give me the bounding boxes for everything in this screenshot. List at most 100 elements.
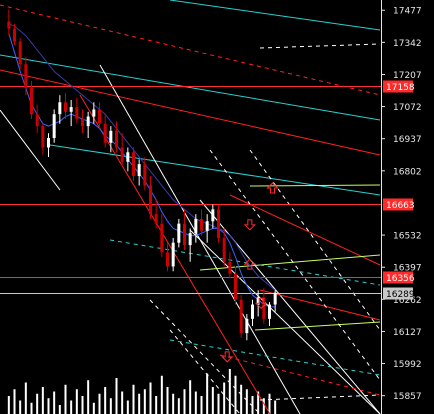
ma-slow-line	[8, 23, 276, 291]
volume-bar	[217, 393, 220, 414]
candle-body	[98, 109, 101, 124]
volume-bar	[234, 375, 237, 414]
candle-body	[171, 242, 175, 267]
signal-arrows	[220, 182, 279, 363]
candle-body	[109, 130, 113, 143]
volume-bar	[53, 391, 56, 414]
trend-line	[199, 254, 381, 271]
level-16289-label: 16289	[386, 290, 415, 300]
candle-body	[273, 292, 277, 305]
trend-line	[0, 69, 381, 156]
volume-bar	[143, 389, 146, 414]
down-arrow-icon	[220, 351, 234, 363]
volume-bar	[160, 375, 163, 414]
trend-line	[229, 194, 381, 266]
candle-body	[188, 233, 192, 246]
level-16356-label-bg	[383, 271, 413, 284]
volume-bar	[166, 387, 169, 414]
candle-body	[228, 261, 232, 274]
volume-bar	[115, 378, 118, 414]
price-tick-label: 16127	[393, 328, 422, 338]
trend-line	[259, 289, 381, 321]
candle-body	[13, 28, 16, 42]
trend-line	[199, 199, 381, 414]
volume-bar	[98, 393, 101, 414]
candle-body	[222, 237, 226, 262]
candle-body	[211, 209, 215, 222]
trend-line	[0, 109, 61, 191]
volume-bar	[64, 384, 67, 414]
price-tick-label: 16262	[393, 296, 422, 306]
candle-body	[205, 221, 209, 231]
candle-body	[245, 318, 249, 334]
volume-bar	[268, 393, 271, 414]
trend-line	[169, 339, 381, 376]
trend-line	[0, 4, 381, 96]
down-arrow-icon	[243, 219, 257, 231]
candle-body	[251, 304, 254, 319]
up-arrow-icon	[243, 258, 257, 270]
trend-line	[259, 43, 381, 49]
trend-lines	[0, 0, 381, 414]
down-arrow-icon	[254, 297, 268, 310]
trend-line	[0, 54, 381, 121]
candle-body	[30, 88, 33, 115]
candle-body	[52, 114, 56, 138]
candle-body	[166, 252, 169, 267]
volume-bars	[7, 369, 277, 414]
candle-body	[154, 214, 158, 224]
price-tick-label: 17207	[393, 71, 422, 81]
ma-fast-line	[8, 33, 276, 308]
candle-body	[58, 102, 62, 115]
trend-line	[169, 0, 381, 31]
level-16356-label: 16356	[386, 274, 415, 284]
trend-line	[79, 94, 271, 414]
volume-bar	[58, 405, 61, 414]
volume-bar	[24, 382, 27, 414]
candle-body	[234, 273, 237, 300]
volume-bar	[240, 384, 243, 414]
candle-body	[120, 147, 124, 162]
volume-bar	[206, 373, 209, 414]
level-16663-label-bg	[383, 198, 413, 211]
candle-body	[41, 126, 45, 148]
level-16663-label: 16663	[386, 201, 415, 211]
price-tick-label: 17072	[393, 103, 422, 113]
horizontal-levels	[0, 86, 381, 294]
trend-line	[219, 354, 381, 396]
volume-bar	[109, 398, 112, 414]
price-tick-label: 16397	[393, 264, 422, 274]
level-labels: 17158 16663 16356 16289	[383, 80, 415, 300]
candle-body	[35, 114, 39, 127]
candle-body	[81, 118, 84, 127]
level-17158-label-bg	[383, 80, 413, 93]
volume-bar	[13, 389, 16, 414]
level-17158-label: 17158	[386, 83, 415, 93]
candle-body	[262, 297, 266, 319]
candle-body	[86, 116, 90, 127]
candle-body	[177, 223, 181, 243]
volume-bar	[251, 396, 254, 414]
price-axis: 17477 17342 17207 17072 16937 16802 16532 16397…	[381, 7, 422, 402]
volume-bar	[223, 382, 226, 414]
candle-body	[75, 107, 79, 119]
candle-body	[69, 107, 73, 112]
volume-bar	[41, 387, 44, 414]
candle-body	[115, 130, 118, 148]
volume-bar	[132, 384, 135, 414]
volume-bar	[211, 387, 214, 414]
candle-body	[268, 304, 271, 319]
volume-bar	[172, 393, 175, 414]
trend-line	[249, 184, 381, 187]
candle-body	[24, 64, 28, 89]
volume-bar	[155, 396, 158, 414]
candle-body	[160, 223, 164, 253]
price-tick-label: 15992	[393, 360, 422, 370]
volume-bar	[274, 400, 277, 414]
volume-bar	[7, 396, 10, 414]
price-tick-label: 16802	[393, 167, 422, 177]
candle-body	[7, 21, 11, 29]
candle-body	[103, 123, 107, 143]
price-tick-label: 17477	[393, 7, 422, 17]
